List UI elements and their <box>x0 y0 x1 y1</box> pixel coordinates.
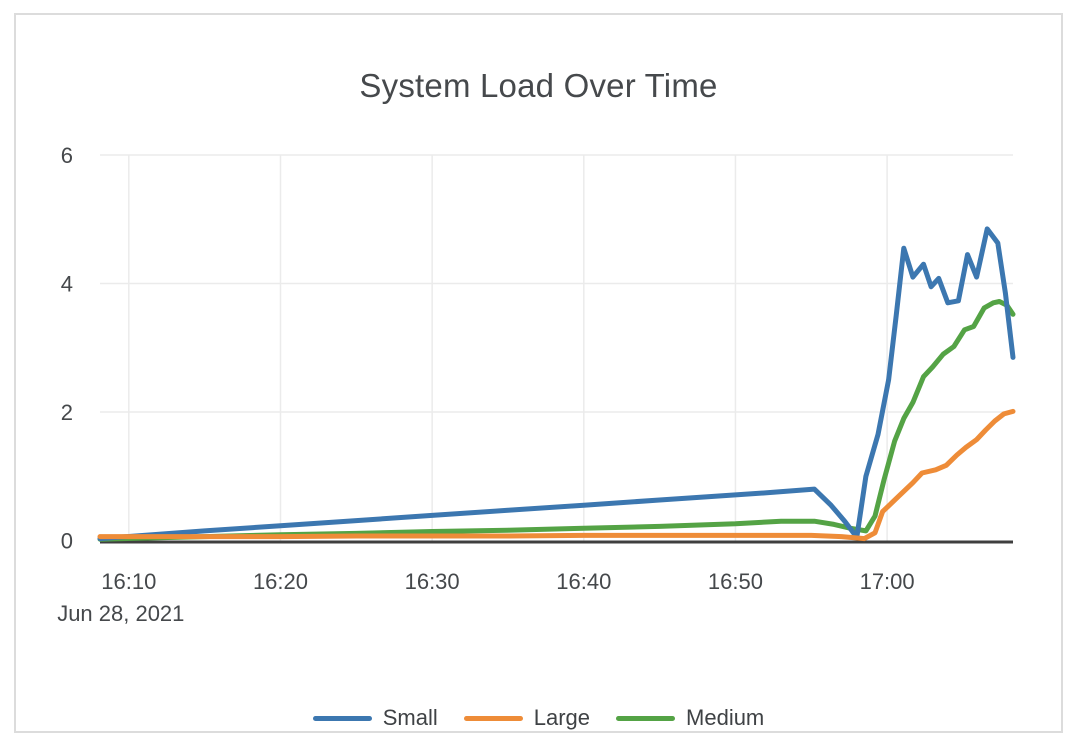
chart-title: System Load Over Time <box>359 67 718 104</box>
x-tick-label: 16:10 <box>101 569 156 594</box>
series-line-medium <box>97 299 1016 542</box>
x-tick-label: 16:30 <box>405 569 460 594</box>
y-tick-label: 0 <box>61 529 73 554</box>
y-tick-label: 4 <box>61 272 73 297</box>
legend-swatch-large-icon <box>463 715 523 721</box>
x-axis-date-label: Jun 28, 2021 <box>57 601 184 626</box>
legend-item-medium[interactable]: Medium <box>616 705 764 731</box>
legend-label-medium: Medium <box>686 705 765 730</box>
series-line-large <box>97 408 1016 542</box>
legend: Small Large Medium <box>16 705 1061 731</box>
x-tick-label: 16:20 <box>253 569 308 594</box>
series-line-small <box>97 226 1016 542</box>
legend-label-large: Large <box>533 705 591 730</box>
legend-label-small: Small <box>382 705 438 730</box>
legend-swatch-small-icon <box>312 715 372 721</box>
y-tick-label: 2 <box>61 400 73 425</box>
legend-item-large[interactable]: Large <box>463 705 591 731</box>
y-tick-label: 6 <box>61 143 73 168</box>
x-tick-label: 16:50 <box>708 569 763 594</box>
x-tick-label: 16:40 <box>556 569 611 594</box>
x-tick-label: 17:00 <box>860 569 915 594</box>
legend-item-small[interactable]: Small <box>312 705 438 731</box>
legend-swatch-medium-icon <box>616 715 676 721</box>
